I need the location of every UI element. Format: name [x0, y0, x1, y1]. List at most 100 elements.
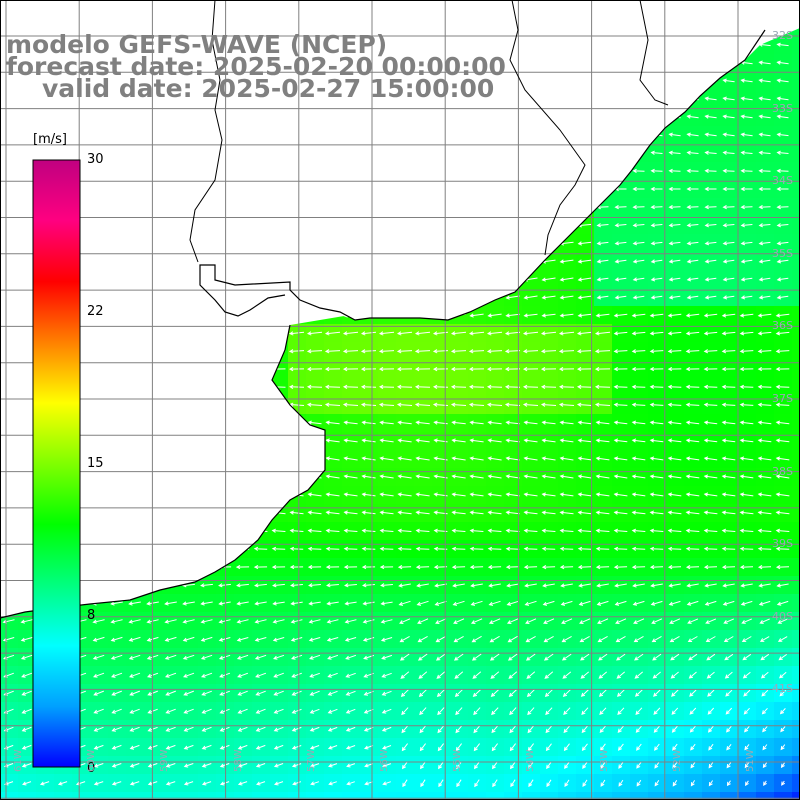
wind-vector-arrow: [288, 349, 305, 354]
wind-vector-arrow: [668, 223, 681, 228]
wind-vector-arrow: [522, 402, 539, 407]
wind-vector-arrow: [254, 601, 267, 606]
wind-vector-arrow: [777, 618, 788, 624]
wind-vector-arrow: [740, 186, 753, 192]
wind-vector-arrow: [343, 528, 358, 533]
wind-speed-cell: [630, 792, 649, 800]
wind-vector-arrow: [757, 546, 772, 551]
wind-vector-arrow: [471, 635, 482, 643]
wind-vector-arrow: [20, 619, 33, 624]
wind-vector-arrow: [595, 510, 610, 515]
wind-vector-arrow: [545, 725, 553, 734]
wind-vector-arrow: [704, 114, 717, 119]
wind-vector-arrow: [110, 601, 123, 606]
wind-vector-arrow: [703, 456, 718, 461]
wind-speed-cell: [792, 558, 800, 577]
wind-vector-arrow: [255, 763, 266, 768]
wind-vector-arrow: [775, 474, 790, 479]
wind-vector-arrow: [468, 331, 485, 336]
wind-vector-arrow: [577, 420, 592, 425]
wind-speed-cell: [432, 792, 451, 800]
wind-vector-arrow: [596, 259, 609, 264]
wind-vector-arrow: [272, 619, 285, 624]
wind-vector-arrow: [165, 672, 177, 678]
wind-speed-cell: [792, 684, 800, 703]
wind-vector-arrow: [722, 114, 735, 119]
wind-vector-arrow: [414, 384, 431, 390]
wind-vector-arrow: [146, 601, 159, 606]
wind-vector-arrow: [414, 402, 431, 407]
wind-vector-arrow: [470, 583, 483, 588]
wind-vector-arrow: [757, 510, 772, 515]
wind-vector-arrow: [758, 132, 771, 137]
wind-vector-arrow: [289, 510, 304, 515]
wind-vector-arrow: [635, 707, 643, 715]
wind-vector-arrow: [544, 689, 553, 698]
wind-vector-arrow: [780, 744, 786, 751]
wind-speed-cell: [792, 432, 800, 451]
wind-vector-arrow: [21, 763, 32, 768]
wind-vector-arrow: [631, 313, 646, 318]
wind-vector-arrow: [381, 672, 392, 678]
wind-vector-arrow: [506, 618, 519, 624]
wind-vector-arrow: [577, 456, 592, 461]
wind-speed-cell: [792, 360, 800, 379]
wind-vector-arrow: [599, 725, 607, 734]
wind-vector-arrow: [419, 707, 427, 716]
wind-vector-arrow: [504, 402, 521, 407]
wind-speed-cell: [792, 342, 800, 361]
wind-vector-arrow: [758, 259, 771, 264]
wind-vector-arrow: [722, 186, 735, 192]
wind-vector-arrow: [200, 619, 213, 624]
wind-vector-arrow: [489, 653, 500, 661]
wind-vector-arrow: [450, 366, 467, 372]
wind-vector-arrow: [489, 635, 500, 643]
wind-vector-arrow: [598, 671, 608, 679]
wind-vector-arrow: [576, 366, 593, 372]
wind-vector-arrow: [289, 546, 304, 551]
longitude-label: 60W: [86, 749, 98, 772]
wind-vector-arrow: [111, 672, 123, 678]
wind-vector-arrow: [324, 366, 341, 372]
wind-vector-arrow: [616, 689, 625, 697]
wind-vector-arrow: [668, 583, 681, 588]
wind-vector-arrow: [595, 492, 610, 497]
wind-vector-arrow: [361, 564, 376, 570]
wind-vector-arrow: [704, 259, 717, 264]
wind-vector-arrow: [343, 438, 358, 443]
wind-speed-cell: [792, 702, 800, 721]
wind-vector-arrow: [505, 420, 520, 425]
wind-vector-arrow: [705, 636, 716, 643]
wind-vector-arrow: [415, 438, 430, 443]
wind-vector-arrow: [165, 708, 176, 714]
wind-speed-cell: [792, 36, 800, 55]
wind-vector-arrow: [649, 349, 664, 354]
wind-vector-arrow: [345, 654, 357, 660]
wind-vector-arrow: [437, 707, 445, 716]
wind-vector-arrow: [668, 186, 681, 192]
wind-vector-arrow: [706, 671, 715, 679]
wind-vector-arrow: [704, 168, 717, 174]
wind-vector-arrow: [776, 600, 789, 606]
wind-speed-cell: [468, 792, 487, 800]
wind-vector-arrow: [686, 114, 699, 119]
wind-vector-arrow: [343, 510, 358, 515]
wind-vector-arrow: [21, 672, 33, 678]
wind-vector-arrow: [306, 384, 323, 390]
wind-vector-arrow: [686, 295, 699, 300]
wind-vector-arrow: [508, 671, 518, 679]
wind-vector-arrow: [617, 725, 625, 734]
wind-vector-arrow: [456, 779, 462, 788]
wind-vector-arrow: [594, 402, 611, 407]
wind-vector-arrow: [470, 618, 483, 624]
wind-vector-arrow: [671, 725, 678, 733]
wind-vector-arrow: [164, 601, 177, 606]
wind-vector-arrow: [451, 564, 466, 570]
wind-vector-arrow: [540, 402, 557, 407]
wind-vector-arrow: [93, 726, 104, 732]
wind-vector-arrow: [128, 601, 141, 606]
wind-vector-arrow: [631, 402, 646, 407]
wind-vector-arrow: [129, 744, 140, 750]
wind-vector-arrow: [758, 150, 771, 155]
wind-vector-arrow: [617, 743, 624, 751]
